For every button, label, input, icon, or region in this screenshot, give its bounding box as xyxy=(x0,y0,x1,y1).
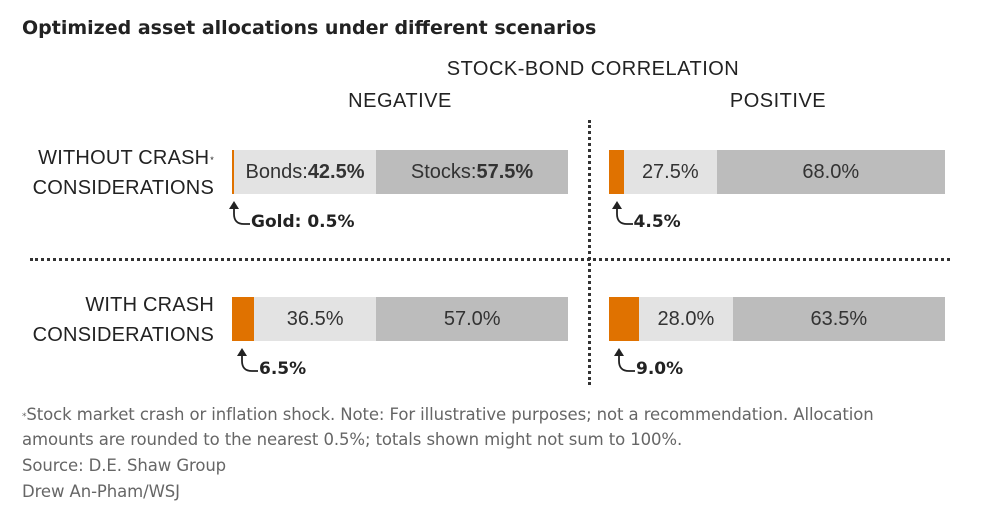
bonds-value: 42.5% xyxy=(307,160,365,183)
vertical-divider xyxy=(588,120,591,385)
row-label-line1: WITHOUT CRASH xyxy=(38,147,210,169)
gold-segment xyxy=(232,297,254,341)
row-label-line2: CONSIDERATIONS xyxy=(32,324,214,346)
correlation-header: STOCK-BOND CORRELATION xyxy=(446,58,740,80)
pointer-arrow-icon xyxy=(237,348,258,372)
bonds-segment: 28.0% xyxy=(639,297,733,341)
stocks-segment: Stocks: 57.5% xyxy=(376,150,568,194)
row-label-line2: CONSIDERATIONS xyxy=(32,177,214,199)
gold-value-label: 4.5% xyxy=(633,212,681,232)
gold-segment xyxy=(609,297,640,341)
footnote-marker: * xyxy=(22,412,27,422)
pointer-arrow-icon xyxy=(614,348,635,372)
gold-segment xyxy=(609,150,625,194)
footnote-marker: * xyxy=(210,155,214,165)
row-label-line1: WITH CRASH xyxy=(85,294,214,316)
column-label-negative: NEGATIVE xyxy=(348,90,452,112)
row-label-without-crash: WITHOUT CRASH* CONSIDERATIONS xyxy=(10,143,214,203)
column-label-positive: POSITIVE xyxy=(729,90,827,112)
pointer-arrow-icon xyxy=(611,201,633,225)
gold-value-label: 9.0% xyxy=(636,359,684,379)
horizontal-divider xyxy=(30,258,950,261)
row-label-with-crash: WITH CRASH CONSIDERATIONS xyxy=(10,290,214,350)
pointer-arrow-icon xyxy=(229,201,250,225)
stocks-segment: 57.0% xyxy=(376,297,568,341)
stocks-segment: 68.0% xyxy=(716,150,945,194)
gold-segment xyxy=(232,150,234,194)
stocks-value: 57.5% xyxy=(476,160,534,183)
footnote-line1: Stock market crash or inflation shock. N… xyxy=(26,405,874,424)
bonds-segment: 27.5% xyxy=(624,150,717,194)
credit-line: Drew An-Pham/WSJ xyxy=(22,482,180,501)
chart-title: Optimized asset allocations under differ… xyxy=(22,17,597,39)
stocks-segment: 63.5% xyxy=(732,297,945,341)
bonds-segment: Bonds: 42.5% xyxy=(234,150,377,194)
gold-value-label: 6.5% xyxy=(259,359,307,379)
gold-value-label: Gold: 0.5% xyxy=(251,212,355,232)
source-line: Source: D.E. Shaw Group xyxy=(22,456,227,475)
bonds-segment: 36.5% xyxy=(253,297,377,341)
footnote: *Stock market crash or inflation shock. … xyxy=(22,402,874,427)
footnote-line2: amounts are rounded to the nearest 0.5%;… xyxy=(22,430,683,449)
